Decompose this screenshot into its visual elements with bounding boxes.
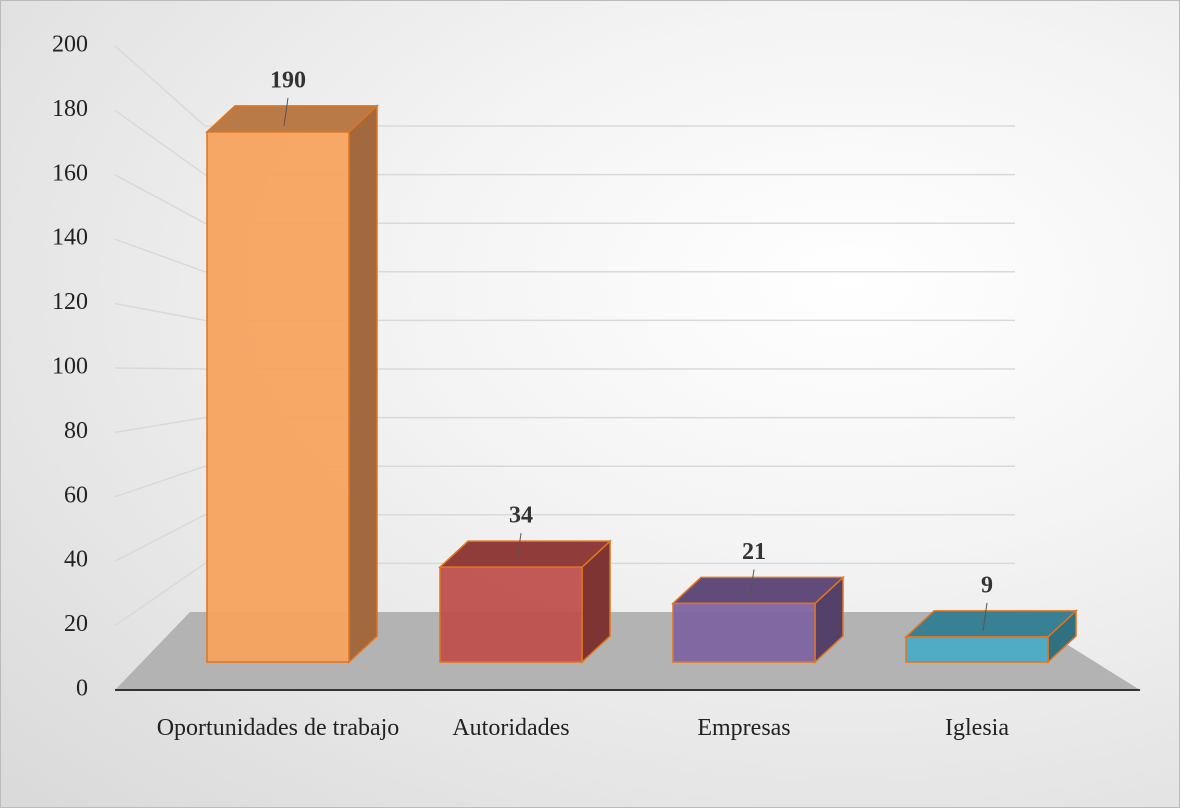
- bar-side: [348, 104, 378, 664]
- grid-line: [114, 238, 1015, 273]
- leader-line: [516, 533, 522, 562]
- grid-line: [114, 514, 1015, 562]
- data-label: 190: [270, 67, 306, 93]
- y-tick-label: 60: [64, 482, 88, 508]
- data-label: 9: [981, 572, 993, 598]
- data-label: 34: [509, 503, 533, 529]
- x-tick-label: Autoridades: [452, 715, 570, 741]
- y-tick-label: 200: [52, 32, 88, 58]
- leader-line: [749, 569, 755, 598]
- grid-line: [114, 465, 1015, 498]
- y-tick-label: 100: [52, 354, 88, 380]
- x-tick-label: Iglesia: [945, 715, 1009, 741]
- y-tick-label: 140: [52, 225, 88, 251]
- grid-line: [114, 174, 1015, 224]
- grid-line: [114, 416, 1015, 434]
- grid-line: [114, 302, 1015, 322]
- leader-line: [283, 97, 289, 126]
- y-tick-label: 20: [64, 611, 88, 637]
- bar: [905, 636, 1049, 663]
- grid-line: [114, 367, 1015, 370]
- y-tick-label: 120: [52, 289, 88, 315]
- y-tick-label: 80: [64, 418, 88, 444]
- y-tick-label: 160: [52, 160, 88, 186]
- bar-top: [438, 540, 612, 568]
- y-tick-label: 40: [64, 547, 88, 573]
- data-label: 21: [742, 539, 766, 565]
- bar: [672, 602, 816, 663]
- x-tick-label: Empresas: [697, 715, 791, 741]
- x-tick-label: Oportunidades de trabajo: [156, 715, 400, 741]
- grid-line: [114, 562, 1015, 627]
- y-tick-label: 0: [76, 676, 88, 702]
- grid-line: [114, 45, 1015, 127]
- bar-top: [671, 576, 845, 605]
- leader-line: [982, 602, 988, 631]
- bar: [439, 566, 583, 663]
- bar-top: [205, 105, 379, 133]
- bar: [206, 131, 350, 663]
- grid-line: [114, 109, 1015, 176]
- bar-top: [904, 610, 1078, 638]
- y-tick-label: 180: [52, 96, 88, 122]
